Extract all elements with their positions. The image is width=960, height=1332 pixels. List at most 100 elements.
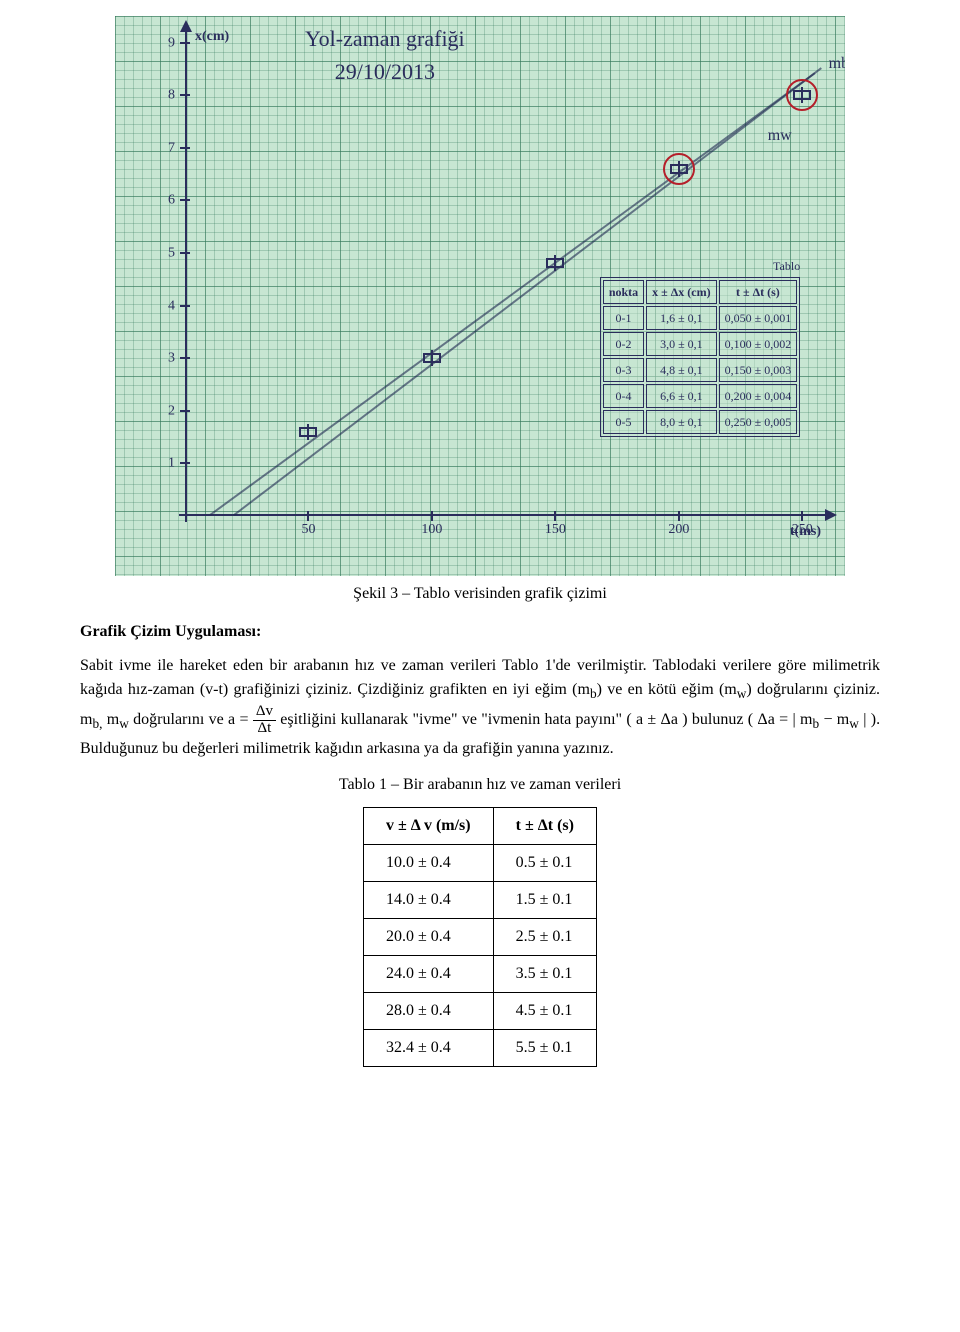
table-cell: 4.5 ± 0.1 <box>493 992 596 1029</box>
paragraph-1: Sabit ivme ile hareket eden bir arabanın… <box>80 654 880 761</box>
x-tick-label: 50 <box>301 519 315 540</box>
y-tick-label: 7 <box>123 137 175 158</box>
table1-header-row: v ± Δ v (m/s) t ± Δt (s) <box>364 807 597 844</box>
y-tick-label: 9 <box>123 32 175 53</box>
y-tick-label: 3 <box>123 348 175 369</box>
y-tick-label: 4 <box>123 295 175 316</box>
p2-a: eşitliğini kullanarak "ivme" ve "ivmenin… <box>280 711 753 728</box>
f2-s2: w <box>849 716 859 731</box>
table-cell: 0,200 ± 0,004 <box>719 384 798 408</box>
y-tick <box>180 357 190 359</box>
p1-d: m <box>102 711 119 728</box>
y-axis <box>185 26 187 522</box>
y-tick <box>180 462 190 464</box>
y-tick <box>180 410 190 412</box>
p1-sub1: b <box>590 686 597 701</box>
table-cell: 14.0 ± 0.4 <box>364 881 494 918</box>
table-cell: 0,150 ± 0,003 <box>719 358 798 382</box>
y-tick <box>180 252 190 254</box>
table-row: 10.0 ± 0.40.5 ± 0.1 <box>364 844 597 881</box>
y-tick-label: 6 <box>123 190 175 211</box>
p1-b: ) ve en kötü eğim (m <box>597 681 737 698</box>
table-cell: 0-5 <box>603 410 644 434</box>
table1-h1: t ± Δt (s) <box>493 807 596 844</box>
table-cell: 2.5 ± 0.1 <box>493 918 596 955</box>
table-row: 24.0 ± 0.43.5 ± 0.1 <box>364 955 597 992</box>
annotation-mb: mb <box>829 52 845 76</box>
table-cell: 1.5 ± 0.1 <box>493 881 596 918</box>
p1-e: doğrularını ve <box>129 711 224 728</box>
p1-sub3: b, <box>92 716 102 731</box>
formula-lhs: a = <box>228 711 248 728</box>
table-cell: 20.0 ± 0.4 <box>364 918 494 955</box>
formula-num: Δv <box>253 704 276 721</box>
table-cell: 0-3 <box>603 358 644 382</box>
data-point <box>423 353 441 363</box>
p1-sub2: w <box>737 686 747 701</box>
table-cell: 0-4 <box>603 384 644 408</box>
table-cell: 0,100 ± 0,002 <box>719 332 798 356</box>
y-tick-label: 2 <box>123 400 175 421</box>
p1-sub4: w <box>119 716 129 731</box>
embedded-table-header: t ± Δt (s) <box>719 280 798 304</box>
table-row: 0-34,8 ± 0,10,150 ± 0,003 <box>603 358 797 382</box>
figure3: Yol-zaman grafiği 29/10/2013 x(cm) t(ms)… <box>80 16 880 606</box>
table-cell: 0-2 <box>603 332 644 356</box>
table-row: 28.0 ± 0.44.5 ± 0.1 <box>364 992 597 1029</box>
section-heading: Grafik Çizim Uygulaması: <box>80 620 880 644</box>
highlight-circle-icon <box>663 153 695 185</box>
annotation-mw: mw <box>768 124 792 148</box>
formula-a-eq: a = Δv Δt <box>228 711 280 728</box>
table-row: 32.4 ± 0.45.5 ± 0.1 <box>364 1029 597 1066</box>
table-cell: 0-1 <box>603 306 644 330</box>
table-cell: 1,6 ± 0,1 <box>646 306 716 330</box>
x-tick-label: 150 <box>545 519 566 540</box>
embedded-table-header: nokta <box>603 280 644 304</box>
y-tick <box>180 199 190 201</box>
y-axis-arrow-icon <box>180 20 192 32</box>
embedded-table: Tablonoktax ± Δx (cm)t ± Δt (s)0-11,6 ± … <box>600 257 800 437</box>
f2-a: Δa = | m <box>757 711 812 728</box>
x-axis <box>179 514 833 516</box>
x-tick-label: 250 <box>792 519 813 540</box>
table-cell: 8,0 ± 0,1 <box>646 410 716 434</box>
table-row: 14.0 ± 0.41.5 ± 0.1 <box>364 881 597 918</box>
table-cell: 6,6 ± 0,1 <box>646 384 716 408</box>
y-tick-label: 1 <box>123 453 175 474</box>
formula-da: Δa = | mb − mw | <box>757 711 870 728</box>
formula-fraction: Δv Δt <box>253 704 276 737</box>
table-row: 0-23,0 ± 0,10,100 ± 0,002 <box>603 332 797 356</box>
f2-b: − m <box>819 711 849 728</box>
table-cell: 3.5 ± 0.1 <box>493 955 596 992</box>
x-tick-label: 100 <box>421 519 442 540</box>
y-tick-label: 5 <box>123 242 175 263</box>
highlight-circle-icon <box>786 79 818 111</box>
table-cell: 32.4 ± 0.4 <box>364 1029 494 1066</box>
y-axis-label: x(cm) <box>195 26 229 47</box>
plot-area: x(cm) t(ms) 12345678950100150200250mbmwT… <box>185 32 827 516</box>
table1-h0: v ± Δ v (m/s) <box>364 807 494 844</box>
table-row: 0-46,6 ± 0,10,200 ± 0,004 <box>603 384 797 408</box>
table-row: 0-58,0 ± 0,10,250 ± 0,005 <box>603 410 797 434</box>
data-point <box>546 258 564 268</box>
table-cell: 0,050 ± 0,001 <box>719 306 798 330</box>
formula-den: Δt <box>254 721 274 737</box>
data-point <box>299 427 317 437</box>
y-tick <box>180 42 190 44</box>
x-tick-label: 200 <box>668 519 689 540</box>
y-tick <box>180 147 190 149</box>
table-cell: 10.0 ± 0.4 <box>364 844 494 881</box>
y-tick <box>180 94 190 96</box>
f2-c: | <box>859 711 867 728</box>
table-row: 20.0 ± 0.42.5 ± 0.1 <box>364 918 597 955</box>
table1-caption: Tablo 1 – Bir arabanın hız ve zaman veri… <box>80 773 880 797</box>
table-cell: 24.0 ± 0.4 <box>364 955 494 992</box>
table1: v ± Δ v (m/s) t ± Δt (s) 10.0 ± 0.40.5 ±… <box>363 807 597 1067</box>
embedded-table-header: x ± Δx (cm) <box>646 280 716 304</box>
graph-paper: Yol-zaman grafiği 29/10/2013 x(cm) t(ms)… <box>115 16 845 576</box>
x-axis-arrow-icon <box>825 509 837 521</box>
table-cell: 5.5 ± 0.1 <box>493 1029 596 1066</box>
y-tick <box>180 305 190 307</box>
table-row: 0-11,6 ± 0,10,050 ± 0,001 <box>603 306 797 330</box>
y-tick-label: 8 <box>123 85 175 106</box>
